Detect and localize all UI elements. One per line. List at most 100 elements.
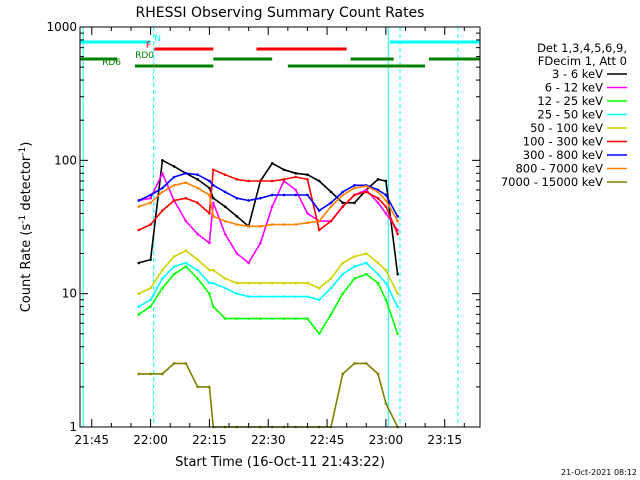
series-point-7-14 bbox=[294, 223, 297, 226]
series-point-5-23 bbox=[396, 232, 399, 236]
legend: Det 1,3,4,5,6,9,FDecim 1, Att 03 - 6 keV… bbox=[501, 41, 627, 189]
series-point-5-13 bbox=[282, 178, 286, 181]
series-point-0-5 bbox=[196, 178, 199, 181]
series-point-1-9 bbox=[235, 252, 239, 255]
series-point-5-10 bbox=[247, 179, 250, 183]
series-point-1-8 bbox=[223, 232, 227, 236]
series-point-6-14 bbox=[294, 193, 297, 197]
series-point-4-1 bbox=[149, 286, 152, 290]
series-point-6-16 bbox=[317, 209, 321, 212]
legend-entry-label: 300 - 800 keV bbox=[523, 148, 603, 162]
series-point-0-16 bbox=[317, 179, 321, 183]
series-point-7-4 bbox=[184, 181, 188, 184]
series-point-2-12 bbox=[270, 317, 274, 320]
legend-entry-label: 3 - 6 keV bbox=[552, 67, 603, 81]
series-point-6-3 bbox=[172, 175, 176, 179]
series-point-5-15 bbox=[306, 178, 309, 181]
y-tick-label: 1000 bbox=[46, 20, 77, 34]
series-point-3-10 bbox=[247, 295, 250, 298]
series-point-3-12 bbox=[270, 295, 274, 298]
series-point-5-18 bbox=[341, 205, 345, 208]
series-point-0-1 bbox=[149, 258, 152, 261]
series-point-0-6 bbox=[208, 186, 211, 190]
series-point-6-23 bbox=[396, 215, 399, 218]
series-point-3-21 bbox=[376, 272, 380, 276]
series-point-1-5 bbox=[196, 232, 199, 236]
series-point-5-6 bbox=[208, 212, 211, 215]
series-point-3-1 bbox=[149, 298, 152, 302]
axes: 21:45 22:00 22:15 22:30 22:45 23:00 23:15 1 10 10… bbox=[46, 20, 480, 447]
series-point-2-4 bbox=[184, 265, 188, 268]
series-point-1-15 bbox=[306, 212, 309, 215]
series-point-7-18 bbox=[341, 193, 345, 197]
series-point-1-2 bbox=[161, 171, 164, 175]
series-point-4-16 bbox=[317, 286, 321, 290]
series-point-3-13 bbox=[282, 295, 286, 298]
series-point-7-0 bbox=[137, 205, 141, 208]
series-point-6-2 bbox=[161, 186, 164, 190]
series-point-7-1 bbox=[149, 201, 152, 205]
series-point-2-16 bbox=[317, 332, 321, 336]
series-point-0-12 bbox=[270, 162, 274, 165]
series-point-7-5 bbox=[196, 186, 199, 190]
series-point-3-4 bbox=[184, 261, 188, 265]
series-point-8-1 bbox=[149, 372, 152, 376]
series-point-6-18 bbox=[341, 190, 345, 194]
series-point-4-3 bbox=[172, 255, 176, 258]
series-point-5-16 bbox=[317, 228, 321, 232]
series-point-3-2 bbox=[161, 277, 164, 280]
series-point-7-12 bbox=[270, 223, 274, 226]
chart-title: RHESSI Observing Summary Count Rates bbox=[136, 5, 425, 21]
x-tick-label: 22:15 bbox=[192, 433, 227, 447]
series-point-8-21 bbox=[376, 372, 380, 376]
series-point-5-12 bbox=[270, 179, 274, 183]
series-point-3-8 bbox=[223, 286, 227, 290]
series-point-3-14 bbox=[294, 295, 297, 298]
series-point-1-10 bbox=[247, 261, 250, 265]
series-point-7-2 bbox=[161, 190, 164, 194]
y-tick-label: 10 bbox=[62, 287, 77, 301]
series-point-0-19 bbox=[353, 201, 356, 205]
series-point-2-14 bbox=[294, 317, 297, 320]
series-point-2-8 bbox=[223, 317, 227, 320]
series-point-3-0 bbox=[137, 305, 141, 308]
flag-label-rd6: RD6 bbox=[102, 58, 121, 68]
series-point-5-3 bbox=[172, 199, 176, 202]
series-point-1-21 bbox=[376, 201, 380, 205]
series-point-2-7 bbox=[212, 305, 215, 308]
series-point-6-7 bbox=[212, 183, 215, 187]
series-point-2-18 bbox=[341, 292, 345, 295]
series-point-7-23 bbox=[396, 219, 399, 223]
series-point-7-13 bbox=[282, 223, 286, 226]
series-point-6-15 bbox=[306, 193, 309, 197]
series-point-0-23 bbox=[396, 272, 399, 276]
series-point-6-13 bbox=[282, 193, 286, 197]
series-point-3-16 bbox=[317, 298, 321, 302]
series-point-8-6 bbox=[208, 385, 211, 389]
y-tick-label: 1 bbox=[69, 420, 77, 434]
series-point-2-23 bbox=[396, 332, 399, 336]
series-line-0 bbox=[138, 159, 399, 275]
series-point-2-10 bbox=[247, 317, 250, 320]
series-point-3-22 bbox=[384, 281, 388, 285]
series-point-2-11 bbox=[259, 317, 262, 320]
series-point-7-20 bbox=[364, 184, 368, 188]
series-point-6-19 bbox=[353, 183, 356, 187]
series-point-4-23 bbox=[396, 292, 399, 295]
series-point-5-7 bbox=[212, 168, 215, 172]
series-point-8-4 bbox=[184, 362, 188, 365]
series-point-7-22 bbox=[384, 199, 388, 202]
series-point-8-20 bbox=[364, 362, 368, 365]
legend-entry-label: 100 - 300 keV bbox=[523, 135, 603, 149]
series-point-0-7 bbox=[212, 196, 215, 200]
series-point-5-14 bbox=[294, 175, 297, 179]
series-point-4-8 bbox=[223, 277, 227, 280]
series-point-7-19 bbox=[353, 186, 356, 190]
series-point-8-2 bbox=[161, 372, 164, 376]
series-line-6 bbox=[138, 172, 399, 217]
series-point-2-15 bbox=[306, 317, 309, 320]
series-point-4-21 bbox=[376, 261, 380, 265]
series-point-6-21 bbox=[376, 188, 380, 192]
series-point-2-1 bbox=[149, 305, 152, 308]
